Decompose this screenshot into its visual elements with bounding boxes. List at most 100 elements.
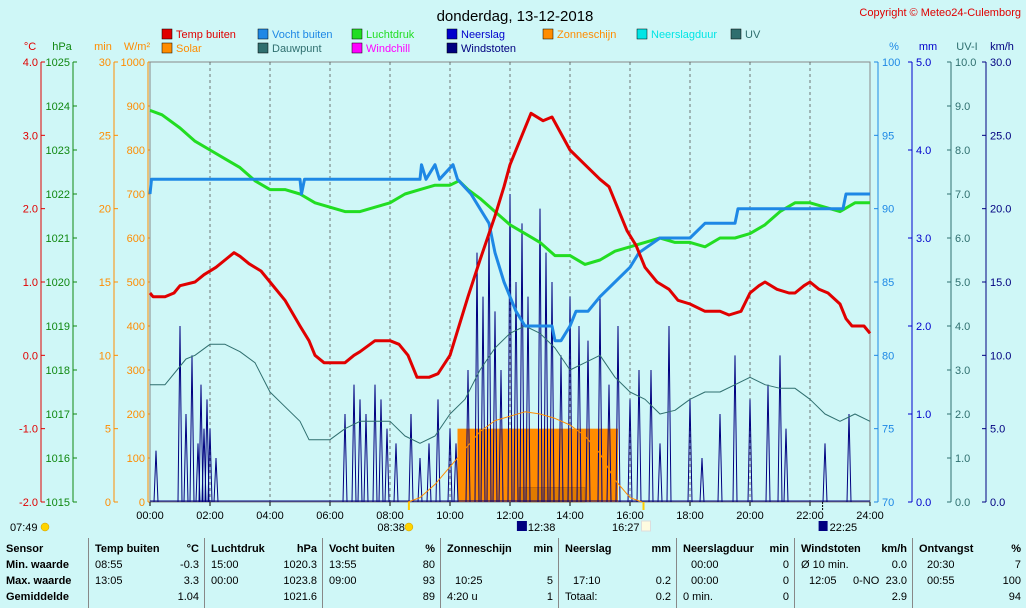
stats-label-avg: Gemiddelde (6, 591, 69, 603)
sunshine-total-val: 1 (546, 591, 553, 603)
legend-label: Solar (176, 43, 202, 55)
windgust-spike (846, 413, 852, 503)
legend-label: Neerslagduur (651, 29, 717, 41)
axis-tick-label: 3.0 (916, 233, 931, 245)
axis-tick-label: 30 (99, 57, 111, 69)
rain-total-val: 0.2 (655, 591, 671, 603)
axis-tick-label: 1024 (46, 101, 70, 113)
axis-tick-label: 1020 (46, 277, 70, 289)
axis-unit: min (94, 41, 112, 53)
axis-tick-label: 0 (139, 497, 145, 509)
axis-tick-label: 1.0 (916, 409, 931, 421)
axis-tick-label: 400 (127, 321, 145, 333)
legend-swatch (636, 28, 648, 40)
windgust-spike (435, 399, 441, 503)
windgust-spikes (150, 193, 870, 503)
axis-tick-label: 700 (127, 189, 145, 201)
rainduration-title: Neerslagduur (683, 543, 754, 555)
stats-col-wind: Windstoten km/h Ø 10 min. 0.0 12:05 0-NO 23.… (794, 538, 913, 608)
axis-tick-label: 90 (882, 204, 894, 216)
stats-col-pressure: Luchtdruk hPa 15:00 1020.3 00:00 1023.8 102… (204, 538, 323, 608)
windgust-spike (393, 443, 399, 503)
temp-title: Temp buiten (95, 543, 160, 555)
x-tick-label: 12:00 (496, 510, 524, 522)
copyright-text: Copyright © Meteo24-Culemborg (859, 7, 1021, 19)
pressure-line (149, 108, 870, 266)
axis-tick-label: 1000 (121, 57, 145, 69)
rainduration-max-time: 00:00 (691, 575, 719, 587)
pressure-title: Luchtdruk (211, 543, 265, 555)
temp-max-time: 13:05 (95, 575, 123, 587)
windgust-spike (417, 457, 423, 503)
ontvangst-min-time: 20:30 (927, 559, 955, 571)
left-axes: °C-2.0-1.00.01.02.03.04.0hPa101510161017… (19, 41, 152, 509)
axis-tick-label: 0.0 (990, 497, 1005, 509)
marker-label: 22:25 (830, 522, 858, 534)
windgust-spike (207, 428, 213, 503)
windgust-spike (342, 413, 348, 503)
axis-tick-label: 1015 (46, 497, 70, 509)
legend-swatch (351, 42, 363, 54)
humidity-title: Vocht buiten (329, 543, 395, 555)
pressure-avg: 1021.6 (283, 591, 317, 603)
wind-max-dir: 0-NO (853, 575, 880, 587)
marker-label: 07:49 (10, 522, 38, 534)
humidity-line (148, 163, 870, 343)
legend-swatch (257, 28, 269, 40)
windgust-spike (585, 340, 591, 503)
windgust-spike (474, 252, 480, 503)
wind-max-val: 23.0 (885, 575, 907, 587)
axis-tick-label: 1022 (46, 189, 70, 201)
windgust-spike (447, 428, 453, 503)
rainduration-total-label: 0 min. (683, 591, 713, 603)
stats-col-sensor: Sensor Min. waarde Max. waarde Gemiddeld… (0, 538, 88, 608)
axis-unit: hPa (52, 41, 72, 53)
stats-label-sensor: Sensor (6, 543, 44, 555)
rainduration-total-val: 0 (782, 591, 789, 603)
windgust-spike (606, 384, 612, 503)
windgust-spike (732, 355, 738, 503)
axis-tick-label: 95 (882, 130, 894, 142)
axis-tick-label: 0.0 (955, 497, 970, 509)
stats-col-rain: Neerslag mm 17:10 0.2 Totaal: 0.2 (558, 538, 677, 608)
wind-min-val: 0.0 (891, 559, 907, 571)
axis-tick-label: 2.0 (916, 321, 931, 333)
axis-tick-label: 7.0 (955, 189, 970, 201)
axis-tick-label: 1017 (46, 409, 70, 421)
axis-tick-label: 25 (99, 130, 111, 142)
sunshine-unit: min (533, 543, 553, 555)
windgust-spike (492, 311, 498, 503)
rainduration-min-time: 00:00 (691, 559, 719, 571)
humidity-max-time: 09:00 (329, 575, 357, 587)
windgust-spike (543, 252, 549, 503)
axis-tick-label: 100 (127, 453, 145, 465)
axis-tick-label: 15.0 (990, 277, 1011, 289)
sunshine-total-label: 4:20 u (447, 591, 478, 603)
windgust-spike (519, 223, 525, 503)
windgust-spike (747, 399, 753, 503)
windgust-spike (783, 428, 789, 503)
windgust-spike (204, 399, 210, 503)
windgust-spike (513, 281, 519, 503)
legend-label: Temp buiten (176, 29, 236, 41)
chart-title: donderdag, 13-12-2018 (437, 8, 594, 25)
legend-swatch (446, 28, 458, 40)
axis-unit: °C (24, 41, 36, 53)
axis-unit: km/h (990, 41, 1014, 53)
windgust-spike (822, 443, 828, 503)
windgust-spike (549, 281, 555, 503)
windgust-spike (537, 208, 543, 503)
legend-label: Vocht buiten (272, 29, 333, 41)
windgust-spike (498, 369, 504, 503)
temp-line (148, 111, 872, 379)
ontvangst-max-val: 100 (1002, 575, 1021, 587)
stats-col-temp: Temp buiten °C 08:55 -0.3 13:05 3.3 1.04 (88, 538, 205, 608)
axis-tick-label: 200 (127, 409, 145, 421)
axis-tick-label: 25.0 (990, 130, 1011, 142)
x-tick-label: 00:00 (136, 510, 164, 522)
axis-tick-label: 70 (882, 497, 894, 509)
sunset-icon (641, 520, 651, 532)
axis-tick-label: 30.0 (990, 57, 1011, 69)
ontvangst-max-time: 00:55 (927, 575, 955, 587)
axis-tick-label: 2.0 (23, 204, 38, 216)
